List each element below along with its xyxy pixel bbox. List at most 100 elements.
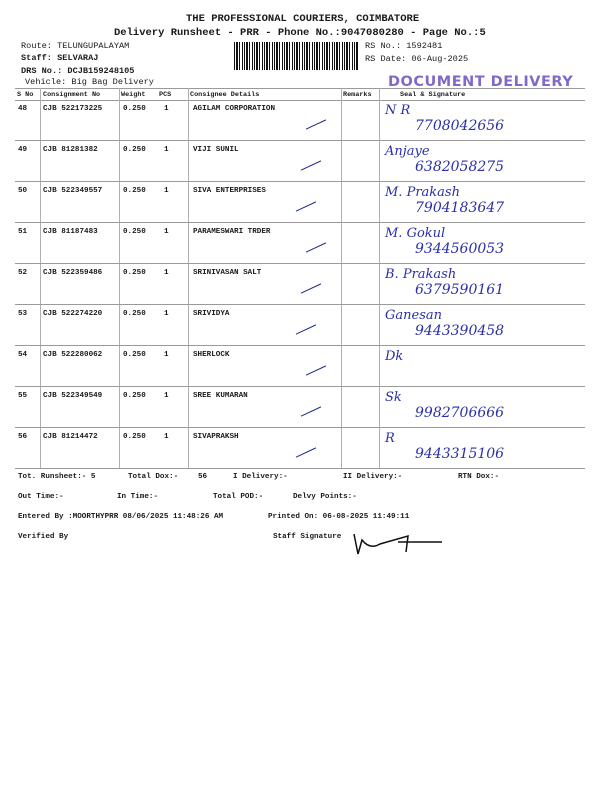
consignee-cell: AGILAM CORPORATION — [193, 105, 276, 113]
staff-label: Staff: — [21, 53, 52, 63]
table-row: 52 CJB 522359486 0.250 1 SRINIVASAN SALT B. P… — [15, 264, 585, 305]
col-weight: Weight — [121, 91, 146, 99]
rtn-dox: RTN Dox:- — [458, 473, 500, 481]
weight-cell: 0.250 — [123, 187, 146, 195]
row-divider — [15, 345, 585, 346]
row-divider — [15, 222, 585, 223]
weight-cell: 0.250 — [123, 433, 146, 441]
table-row: 54 CJB 522280062 0.250 1 SHERLOCK Dk — [15, 346, 585, 387]
row-divider — [15, 468, 585, 469]
pcs-cell: 1 — [164, 433, 169, 441]
document-delivery-stamp: DOCUMENT DELIVERY — [388, 74, 574, 90]
sno-cell: 49 — [18, 146, 28, 154]
row-divider — [15, 181, 585, 182]
company-title: THE PROFESSIONAL COURIERS, COIMBATORE — [186, 13, 420, 25]
sno-cell: 56 — [18, 433, 28, 441]
pcs-cell: 1 — [164, 187, 169, 195]
staff-signature — [353, 533, 442, 555]
col-sno: S No — [17, 91, 34, 99]
handwritten-signature: Dk — [385, 349, 404, 364]
row-divider — [15, 140, 585, 141]
table-row: 48 CJB 522173225 0.250 1 AGILAM CORPORATION N… — [15, 100, 585, 141]
printed-on: Printed On: 06-08-2025 11:49:11 — [268, 513, 410, 521]
out-time: Out Time:- — [18, 493, 64, 501]
sno-cell: 52 — [18, 269, 28, 277]
delivery-tick-mark — [295, 201, 317, 212]
handwritten-phone: 9982706666 — [415, 405, 505, 421]
pcs-cell: 1 — [164, 105, 169, 113]
row-divider — [15, 304, 585, 305]
row-divider — [15, 386, 585, 387]
col-seal-signature: Seal & Signature — [400, 91, 466, 99]
drs-number: DRS No.: DCJB159248105 — [21, 66, 135, 76]
col-consignment: Consignment No — [43, 91, 101, 99]
weight-cell: 0.250 — [123, 146, 146, 154]
i-delivery: I Delivery:- — [233, 473, 288, 481]
table-row: 56 CJB 81214472 0.250 1 SIVAPRAKSH R 944331510… — [15, 428, 585, 469]
consignee-cell: SREE KUMARAN — [193, 392, 248, 400]
consignment-cell: CJB 522173225 — [43, 105, 103, 113]
consignee-cell: VIJI SUNIL — [193, 146, 239, 154]
handwritten-phone: 9344560053 — [415, 241, 505, 257]
delivery-tick-mark — [305, 365, 327, 376]
row-divider — [15, 263, 585, 264]
in-time: In Time:- — [117, 493, 159, 501]
weight-cell: 0.250 — [123, 269, 146, 277]
delvy-points: Delvy Points:- — [293, 493, 357, 501]
weight-cell: 0.250 — [123, 351, 146, 359]
delivery-tick-mark — [305, 242, 327, 253]
row-divider — [15, 427, 585, 428]
delivery-tick-mark — [305, 119, 327, 130]
total-dox-value: 56 — [198, 473, 208, 481]
staff: Staff: SELVARAJ — [21, 53, 98, 63]
pcs-cell: 1 — [164, 146, 169, 154]
delivery-tick-mark — [300, 283, 322, 294]
sno-cell: 55 — [18, 392, 28, 400]
total-dox-label: Total Dox:- — [128, 473, 179, 481]
consignee-cell: SRIVIDYA — [193, 310, 230, 318]
consignee-cell: SRINIVASAN SALT — [193, 269, 262, 277]
entered-by: Entered By :MOORTHYPRR 08/06/2025 11:48:… — [18, 513, 224, 521]
handwritten-phone: 7708042656 — [415, 118, 505, 134]
handwritten-signature: M. Prakash — [385, 185, 460, 200]
consignment-cell: CJB 522274220 — [43, 310, 103, 318]
runsheet-subtitle: Delivery Runsheet - PRR - Phone No.:9047… — [114, 27, 486, 39]
table-row: 53 CJB 522274220 0.250 1 SRIVIDYA Ganesan 9443… — [15, 305, 585, 346]
delivery-tick-mark — [295, 447, 317, 458]
pcs-cell: 1 — [164, 269, 169, 277]
handwritten-phone: 9443390458 — [415, 323, 505, 339]
consignment-cell: CJB 81281382 — [43, 146, 98, 154]
consignee-cell: SHERLOCK — [193, 351, 230, 359]
handwritten-signature: N R — [385, 103, 411, 118]
table-row: 50 CJB 522349557 0.250 1 SIVA ENTERPRISES M. … — [15, 182, 585, 223]
consignee-cell: PARAMESWARI TRDER — [193, 228, 271, 236]
pcs-cell: 1 — [164, 310, 169, 318]
weight-cell: 0.250 — [123, 105, 146, 113]
table-row: 51 CJB 81187483 0.250 1 PARAMESWARI TRDER M. … — [15, 223, 585, 264]
vehicle: Vehicle: Big Bag Delivery — [25, 77, 154, 87]
verified-by: Verified By — [18, 533, 69, 541]
rs-date: RS Date: 06-Aug-2025 — [365, 54, 469, 64]
rs-number: RS No.: 1592481 — [365, 41, 443, 51]
sno-cell: 51 — [18, 228, 28, 236]
pcs-cell: 1 — [164, 351, 169, 359]
handwritten-signature: Ganesan — [385, 308, 442, 323]
handwritten-signature: M. Gokul — [385, 226, 446, 241]
handwritten-signature: Anjaye — [385, 144, 430, 159]
delivery-tick-mark — [295, 324, 317, 335]
consignment-cell: CJB 81214472 — [43, 433, 98, 441]
sno-cell: 48 — [18, 105, 28, 113]
sno-cell: 54 — [18, 351, 28, 359]
handwritten-signature: B. Prakash — [385, 267, 457, 282]
delivery-tick-mark — [300, 160, 322, 171]
consignment-cell: CJB 81187483 — [43, 228, 98, 236]
table-row: 49 CJB 81281382 0.250 1 VIJI SUNIL Anjaye 6382… — [15, 141, 585, 182]
handwritten-phone: 9443315106 — [415, 446, 505, 462]
pcs-cell: 1 — [164, 392, 169, 400]
consignee-cell: SIVAPRAKSH — [193, 433, 239, 441]
sno-cell: 50 — [18, 187, 28, 195]
staff-signature-label: Staff Signature — [273, 533, 342, 541]
delivery-tick-mark — [300, 406, 322, 417]
consignment-cell: CJB 522349549 — [43, 392, 103, 400]
handwritten-signature: R — [385, 431, 395, 446]
